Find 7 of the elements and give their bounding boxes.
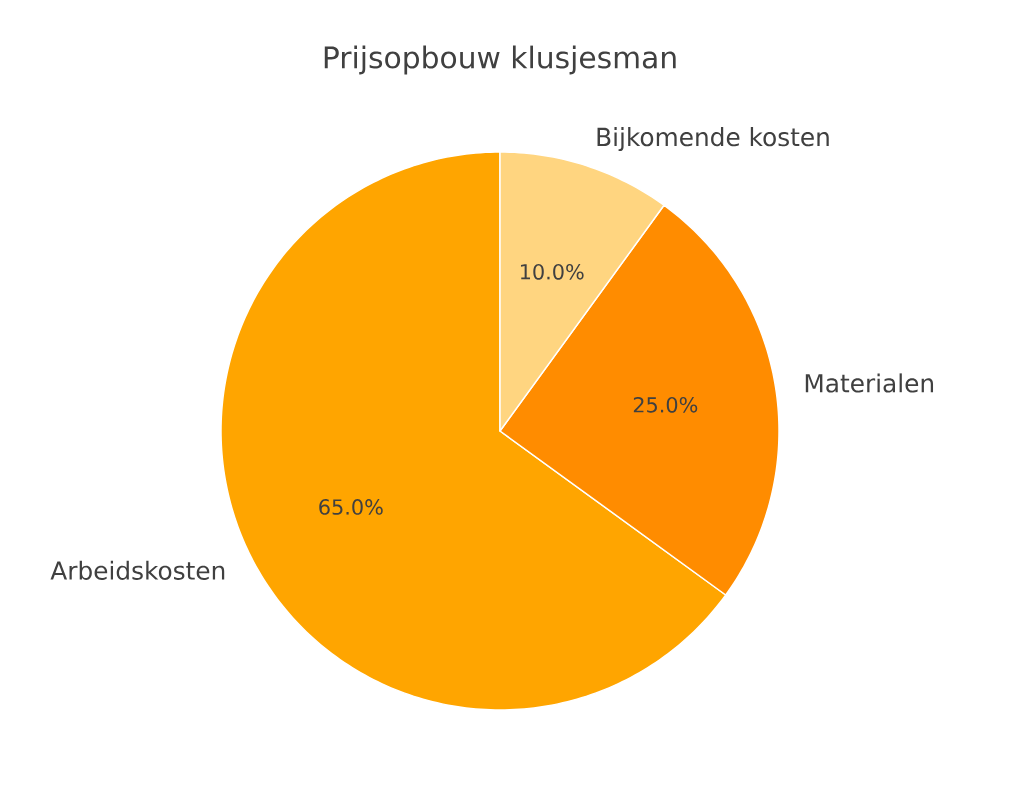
data-label: 10.0%: [520, 263, 584, 280]
slice-label: Arbeidskosten: [50, 560, 225, 580]
slice-label: Materialen: [805, 373, 934, 393]
chart-title: Prijsopbouw klusjesman: [324, 45, 676, 75]
data-label: 25.0%: [633, 396, 698, 413]
data-label: 65.0%: [319, 499, 383, 515]
slice-label: Bijkomende kosten: [597, 127, 829, 152]
